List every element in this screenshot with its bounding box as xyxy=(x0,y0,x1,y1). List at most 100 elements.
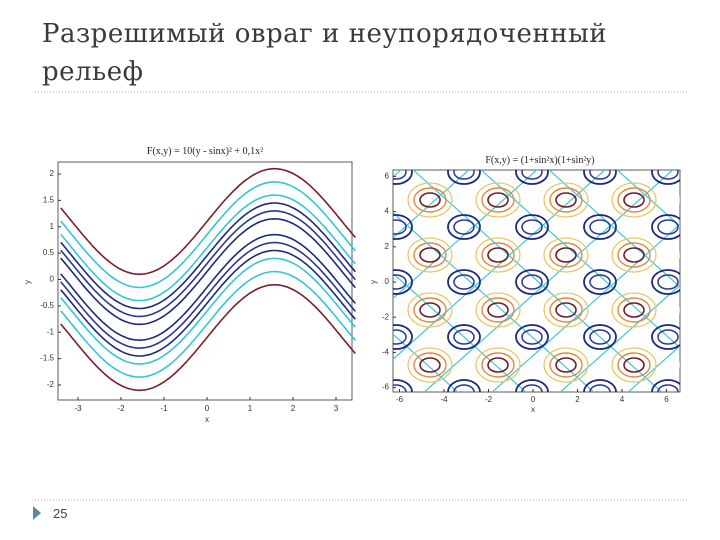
contour-line xyxy=(352,413,372,427)
contour-line xyxy=(481,297,515,323)
contour-line xyxy=(549,187,583,213)
x-tick-label: -3 xyxy=(74,404,82,413)
contour-line xyxy=(487,192,509,208)
y-tick-label: -1.5 xyxy=(40,354,54,363)
contour-line xyxy=(487,302,509,318)
x-tick-label: -2 xyxy=(485,395,493,404)
contour-line xyxy=(549,297,583,323)
contour-line xyxy=(380,435,412,459)
x-tick-label: -6 xyxy=(396,395,404,404)
contour-line xyxy=(651,324,680,350)
contour-line xyxy=(583,379,617,392)
contour-line xyxy=(521,329,543,345)
contour-line xyxy=(589,384,611,392)
contour-line xyxy=(419,302,441,318)
contour-line xyxy=(555,302,577,318)
x-axis-label: x xyxy=(205,415,209,424)
contour-line xyxy=(393,272,527,392)
contour-line xyxy=(692,358,712,372)
contour-line xyxy=(555,192,577,208)
contour-line xyxy=(414,408,446,432)
contours xyxy=(340,128,720,459)
contour-line xyxy=(60,270,356,378)
contour-line xyxy=(419,357,441,373)
x-tick-label: 3 xyxy=(334,404,339,413)
contour-line xyxy=(60,202,356,310)
contour-line xyxy=(393,269,413,295)
contour-line xyxy=(453,274,475,290)
contour-line xyxy=(583,214,617,240)
contour-line xyxy=(679,195,680,205)
x-tick-label: -1 xyxy=(160,404,168,413)
contour-line xyxy=(454,440,474,454)
contour-line xyxy=(686,133,718,157)
contour-line xyxy=(521,384,543,392)
contour-line xyxy=(589,219,611,235)
contour-line xyxy=(393,274,407,290)
contour-line xyxy=(686,298,718,322)
contour-line xyxy=(407,237,453,273)
contour-line xyxy=(589,274,611,290)
contour-line xyxy=(679,305,680,315)
y-tick-label: -4 xyxy=(382,348,390,357)
contour-line xyxy=(617,352,651,378)
y-tick-label: -0.5 xyxy=(40,301,54,310)
contour-line xyxy=(488,413,508,427)
x-tick-label: 2 xyxy=(291,404,296,413)
contour-line xyxy=(556,413,576,427)
contour-line xyxy=(420,413,440,427)
contour-line xyxy=(680,403,720,437)
contour-line xyxy=(692,138,712,152)
contour-line xyxy=(488,138,508,152)
contour-line xyxy=(679,360,680,370)
contour-line xyxy=(611,182,657,218)
contour-line xyxy=(521,170,543,180)
contour-line xyxy=(692,193,712,207)
contour-line xyxy=(543,237,589,273)
contour-line xyxy=(612,128,656,162)
contour-line xyxy=(623,192,645,208)
contour-line xyxy=(340,128,384,162)
contour-line xyxy=(419,247,441,263)
contour-line xyxy=(657,219,679,235)
contour-line xyxy=(521,219,543,235)
contour-line xyxy=(549,352,583,378)
contour-line xyxy=(590,440,610,454)
contour-line xyxy=(543,182,589,218)
contour-line xyxy=(447,379,481,392)
contour-line xyxy=(556,138,576,152)
contour-line xyxy=(407,182,453,218)
contour-line xyxy=(515,324,549,350)
contour-line xyxy=(589,329,611,345)
contour-line xyxy=(481,242,515,268)
figure-title: F(x,y) = (1+sin²x)(1+sin²y) xyxy=(485,155,594,166)
x-tick-label: -4 xyxy=(440,395,448,404)
x-axis-label: x xyxy=(531,405,535,414)
contour-line xyxy=(60,241,356,349)
contour-line xyxy=(686,188,718,212)
contour-line xyxy=(584,435,616,459)
contour-line xyxy=(521,274,543,290)
contour-line xyxy=(611,292,657,328)
contour-line xyxy=(559,284,680,392)
contour-line xyxy=(692,413,712,427)
contour-line xyxy=(408,403,452,437)
contour-line xyxy=(618,408,650,432)
contour-line xyxy=(393,170,407,180)
contour-line xyxy=(60,284,356,392)
y-tick-label: -6 xyxy=(382,383,390,392)
contour-line xyxy=(623,302,645,318)
contour-line xyxy=(611,347,657,383)
contour-line xyxy=(414,133,446,157)
contour-line xyxy=(447,324,481,350)
contour-line xyxy=(692,303,712,317)
contour-line xyxy=(393,329,407,345)
contour-line xyxy=(60,210,356,318)
contour-line xyxy=(657,329,679,345)
contour-line xyxy=(679,250,680,260)
contour-line xyxy=(487,247,509,263)
contour-line xyxy=(612,403,656,437)
contour-line xyxy=(624,138,644,152)
x-tick-label: 0 xyxy=(531,395,536,404)
contour-line xyxy=(624,413,644,427)
